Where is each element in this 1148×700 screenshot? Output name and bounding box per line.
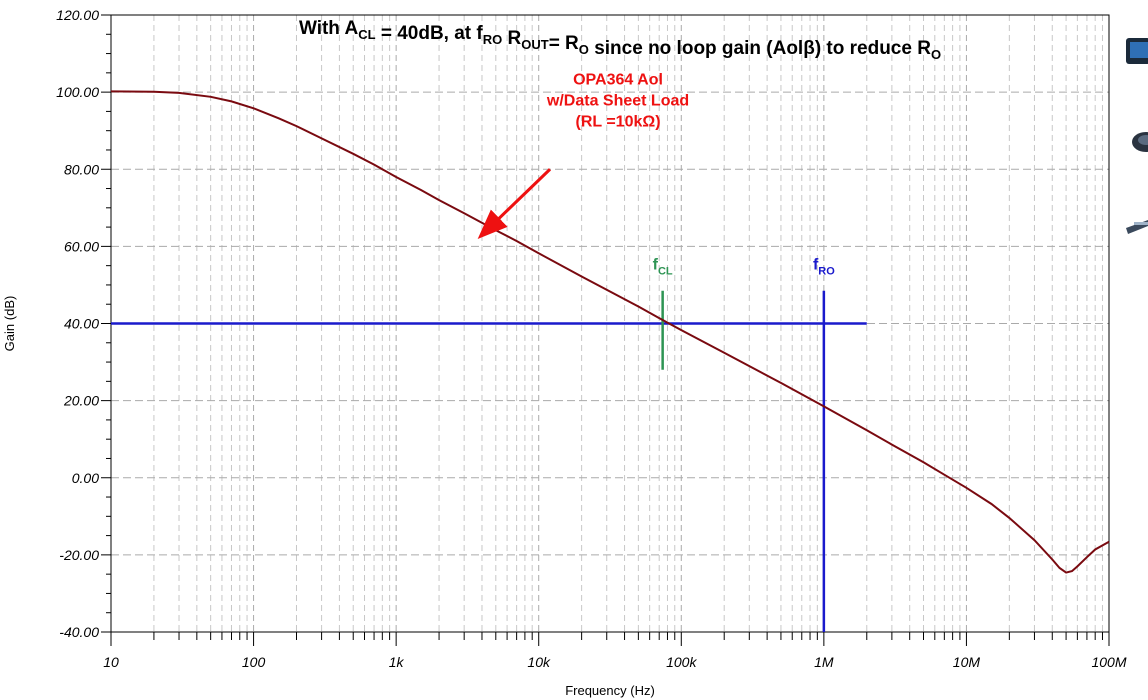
fro-label: fRO (813, 257, 835, 278)
axis-ticks: 120.00 100.00 80.00 60.00 40.00 20.00 0.00 -20.… (56, 7, 1127, 670)
x-tick-label: 10k (527, 654, 551, 670)
series-group (110, 90, 1110, 574)
x-tick-label: 10 (103, 654, 119, 670)
y-tick-label: -20.00 (59, 547, 99, 563)
device-thumbnail-3 (1126, 220, 1148, 234)
device-thumbnail-2 (1132, 132, 1148, 152)
y-tick-label: 20.00 (63, 393, 99, 409)
y-axis-label: Gain (dB) (2, 296, 17, 352)
y-tick-label: 100.00 (56, 84, 99, 100)
reference-lines (111, 290, 867, 632)
annotations: OPA364 Aol w/Data Sheet Load (RL =10kΩ) fCL… (477, 71, 835, 278)
x-tick-label: 10M (953, 654, 981, 670)
y-tick-label: 80.00 (64, 161, 99, 177)
x-tick-label: 100M (1091, 654, 1126, 670)
chart-title: With ACL = 40dB, at fRO ROUT= RO since n… (299, 18, 941, 62)
y-tick-label: -40.00 (59, 624, 99, 640)
x-axis-label: Frequency (Hz) (565, 683, 655, 698)
device-thumbnail-1 (1126, 38, 1148, 64)
y-tick-label: 40.00 (64, 316, 99, 332)
x-tick-label: 1k (389, 654, 405, 670)
fcl-label: fCL (653, 257, 673, 278)
series-line-aol (110, 90, 1110, 574)
x-tick-label: 100k (666, 654, 697, 670)
x-tick-label: 1M (814, 654, 834, 670)
aol-annotation: OPA364 Aol w/Data Sheet Load (RL =10kΩ) (546, 71, 689, 130)
y-tick-label: 120.00 (56, 7, 99, 23)
y-tick-label: 60.00 (64, 238, 99, 254)
annotation-arrow (477, 168, 552, 239)
x-tick-label: 100 (242, 654, 266, 670)
y-tick-label: 0.00 (72, 470, 99, 486)
